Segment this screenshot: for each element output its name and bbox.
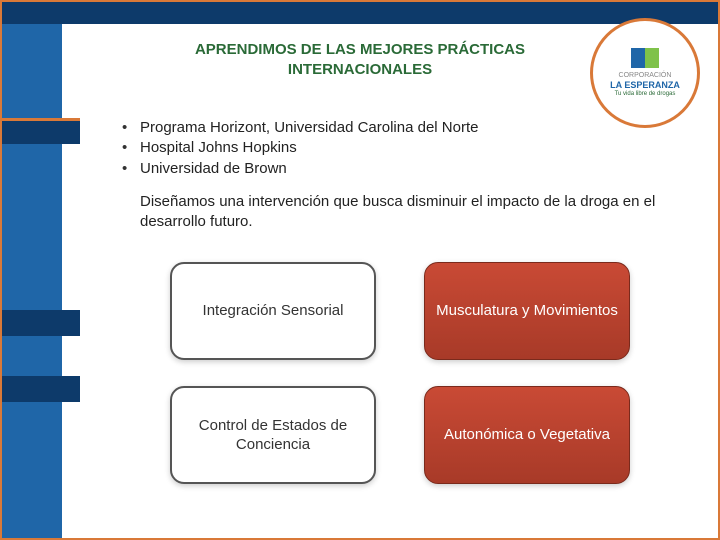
boxes-grid: Integración Sensorial Musculatura y Movi… bbox=[170, 262, 630, 484]
logo-top-text: CORPORACIÓN bbox=[619, 72, 672, 80]
logo: CORPORACIÓN LA ESPERANZA Tu vida libre d… bbox=[590, 18, 700, 128]
side-block-3 bbox=[2, 376, 80, 402]
logo-flag-icon bbox=[631, 48, 659, 68]
logo-name: LA ESPERANZA bbox=[610, 80, 680, 91]
slide-title: APRENDIMOS DE LAS MEJORES PRÁCTICAS INTE… bbox=[120, 40, 600, 79]
top-bar bbox=[2, 2, 718, 24]
side-block-2 bbox=[2, 310, 80, 336]
side-bar bbox=[2, 24, 62, 538]
subtext: Diseñamos una intervención que busca dis… bbox=[140, 192, 660, 233]
box-musculatura-movimientos: Musculatura y Movimientos bbox=[424, 262, 630, 360]
side-block-1 bbox=[2, 118, 80, 144]
bullet-item: Hospital Johns Hopkins bbox=[118, 138, 678, 158]
bullet-item: Programa Horizont, Universidad Carolina … bbox=[118, 118, 678, 138]
logo-tagline: Tu vida libre de drogas bbox=[615, 91, 676, 98]
title-line-1: APRENDIMOS DE LAS MEJORES PRÁCTICAS bbox=[195, 41, 525, 58]
title-line-2: INTERNACIONALES bbox=[288, 61, 432, 78]
box-label: Musculatura y Movimientos bbox=[436, 301, 618, 321]
box-autonomica-vegetativa: Autonómica o Vegetativa bbox=[424, 386, 630, 484]
bullet-list: Programa Horizont, Universidad Carolina … bbox=[118, 118, 678, 179]
bullet-item: Universidad de Brown bbox=[118, 159, 678, 179]
box-integracion-sensorial: Integración Sensorial bbox=[170, 262, 376, 360]
box-label: Autonómica o Vegetativa bbox=[444, 425, 610, 445]
box-label: Integración Sensorial bbox=[203, 301, 344, 321]
box-label: Control de Estados de Conciencia bbox=[180, 416, 366, 455]
box-control-estados-conciencia: Control de Estados de Conciencia bbox=[170, 386, 376, 484]
